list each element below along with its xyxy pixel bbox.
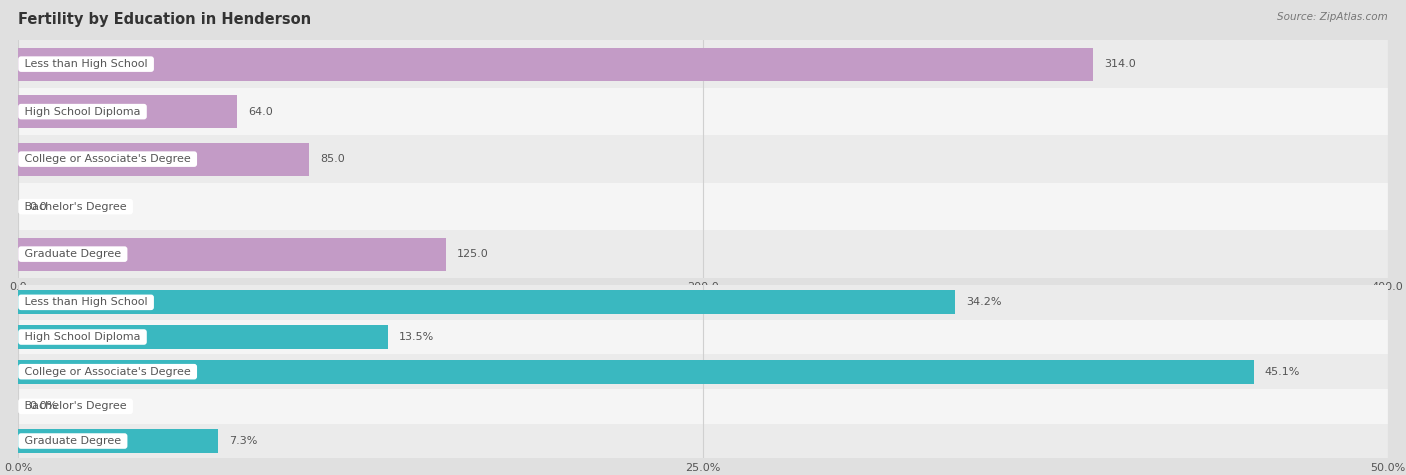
Text: Less than High School: Less than High School [21,59,150,69]
Text: 13.5%: 13.5% [399,332,434,342]
Text: 34.2%: 34.2% [966,297,1001,307]
Bar [18,88,1388,135]
Text: 0.0: 0.0 [30,201,46,212]
Text: College or Associate's Degree: College or Associate's Degree [21,154,194,164]
Bar [18,325,388,349]
Text: 64.0: 64.0 [249,106,273,117]
Text: 45.1%: 45.1% [1264,367,1301,377]
Bar [18,424,1388,458]
Bar [18,354,1388,389]
Text: Bachelor's Degree: Bachelor's Degree [21,401,131,411]
Bar [18,360,1254,384]
Text: Bachelor's Degree: Bachelor's Degree [21,201,131,212]
Bar [18,429,218,453]
Text: 85.0: 85.0 [321,154,344,164]
Text: Less than High School: Less than High School [21,297,150,307]
Bar [18,142,309,176]
Bar [18,230,1388,278]
Text: High School Diploma: High School Diploma [21,332,143,342]
Bar [18,95,238,128]
Text: Graduate Degree: Graduate Degree [21,249,125,259]
Text: High School Diploma: High School Diploma [21,106,143,117]
Bar [18,183,1388,230]
Text: 0.0%: 0.0% [30,401,58,411]
Text: Fertility by Education in Henderson: Fertility by Education in Henderson [18,12,311,27]
Bar [18,135,1388,183]
Text: 314.0: 314.0 [1104,59,1136,69]
Text: Graduate Degree: Graduate Degree [21,436,125,446]
Bar [18,40,1388,88]
Bar [18,48,1094,81]
Text: 125.0: 125.0 [457,249,489,259]
Text: 7.3%: 7.3% [229,436,257,446]
Bar [18,238,446,271]
Text: College or Associate's Degree: College or Associate's Degree [21,367,194,377]
Bar [18,389,1388,424]
Bar [18,290,955,314]
Bar [18,320,1388,354]
Text: Source: ZipAtlas.com: Source: ZipAtlas.com [1277,12,1388,22]
Bar [18,285,1388,320]
